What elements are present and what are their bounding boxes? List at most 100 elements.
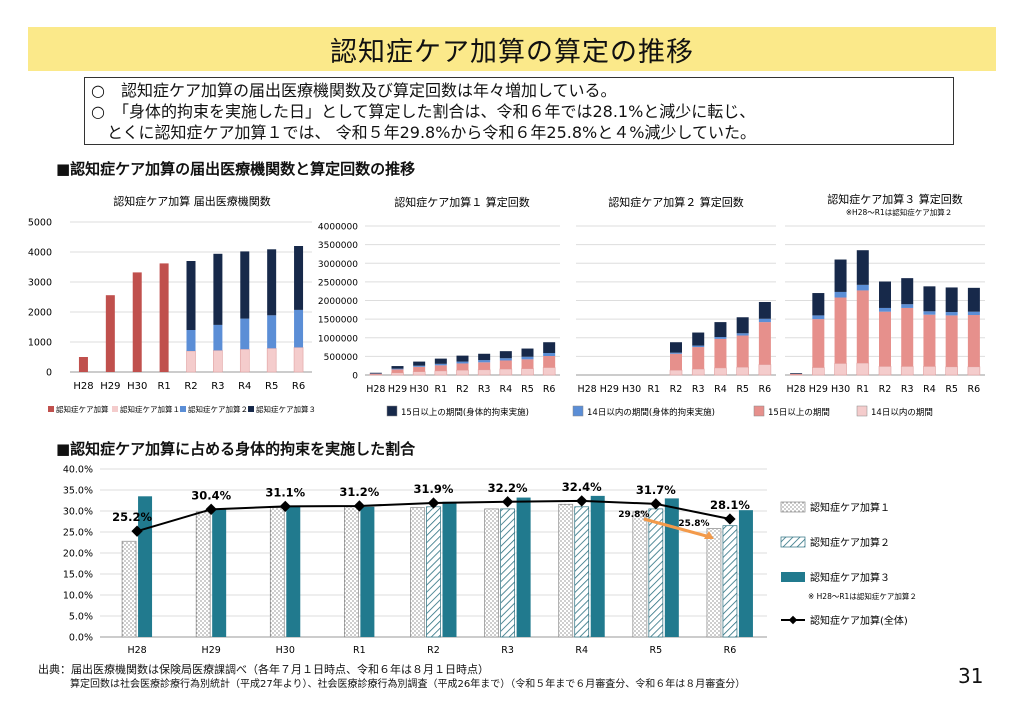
data-label: 25.2% <box>112 510 152 524</box>
bar <box>121 540 137 638</box>
data-label: 31.2% <box>339 485 379 499</box>
x-tick-label: R5 <box>521 384 534 395</box>
bar-segment <box>294 309 304 348</box>
bar-segment <box>692 347 705 370</box>
section-title-counts: ■認知症ケア加算の届出医療機関数と算定回数の推移 <box>56 160 416 178</box>
panel-title: 認知症ケア加算１ 算定回数 <box>394 195 530 209</box>
bar-segment <box>456 361 469 364</box>
bar-segment <box>878 366 892 376</box>
bar-segment <box>369 373 382 375</box>
bar-segment <box>670 352 682 354</box>
bar <box>212 508 227 637</box>
bar-segment <box>736 317 749 334</box>
bar-segment <box>267 315 277 349</box>
page-title: 認知症ケア加算の算定の推移 <box>28 27 996 71</box>
bar-segment <box>758 318 771 323</box>
bar-segment <box>900 366 914 376</box>
legend-label: 認知症ケア加算３ <box>810 571 890 584</box>
bar-segment <box>758 364 772 376</box>
bar <box>664 498 679 637</box>
x-tick-label: R4 <box>238 381 251 392</box>
legend-label: 14日以内の期間 <box>871 407 933 418</box>
data-label: 32.4% <box>562 480 602 494</box>
x-tick-label: R6 <box>968 384 981 395</box>
bar-segment <box>478 353 491 361</box>
bar-segment <box>736 335 749 368</box>
legend-label: 認知症ケア加算(全体) <box>810 614 908 627</box>
line-marker <box>279 500 291 513</box>
bar-segment <box>499 358 512 361</box>
bar-segment <box>499 351 512 359</box>
legend-label: 認知症ケア加算２ <box>188 404 248 414</box>
bar-segment <box>477 369 491 376</box>
x-tick-label: H29 <box>388 384 407 395</box>
bar-segment <box>812 319 825 368</box>
bar-segment <box>945 366 958 376</box>
legend-note: ※ H28～R1は認知症ケア加算２ <box>808 591 917 601</box>
bar-segment <box>521 359 534 369</box>
bar-segment <box>391 369 404 373</box>
annotation-label: 25.8% <box>678 519 709 529</box>
bar-segment <box>521 348 534 357</box>
panel-title: 認知症ケア加算２ 算定回数 <box>608 195 744 209</box>
x-tick-label: R4 <box>575 645 588 656</box>
bar-segment <box>543 342 556 354</box>
y-tick-label: 3500000 <box>318 241 358 251</box>
x-tick-label: H29 <box>809 384 828 395</box>
legend-label: 14日以内の期間(身体的拘束実施) <box>587 407 715 418</box>
legend-swatch <box>780 501 806 513</box>
y-tick-label: 1500000 <box>318 316 358 326</box>
line-marker <box>131 525 143 537</box>
x-tick-label: R5 <box>945 384 958 395</box>
line-marker <box>427 497 440 509</box>
bar-segment <box>669 369 683 376</box>
bar-segment <box>213 324 223 351</box>
bar-segment <box>670 353 682 371</box>
bar-segment <box>812 293 825 316</box>
legend-swatch <box>572 405 584 417</box>
trend-arrow-head <box>703 531 714 539</box>
bar-segment <box>758 322 771 365</box>
y-tick-label: 15.0% <box>63 570 93 581</box>
bar-segment <box>691 368 705 376</box>
x-tick-label: H30 <box>276 645 295 656</box>
bar-segment <box>105 295 115 372</box>
bar-segment <box>967 315 980 367</box>
x-tick-label: H28 <box>577 384 596 395</box>
bar-segment <box>499 360 512 370</box>
y-tick-label: 5.0% <box>69 612 93 623</box>
legend-label: 15日以上の期間 <box>768 408 830 418</box>
bar-segment <box>812 315 825 320</box>
legend-swatch <box>753 405 765 417</box>
bar-segment <box>413 366 426 372</box>
bar-segment <box>714 337 727 339</box>
bar-segment <box>945 312 958 316</box>
data-label: 28.1% <box>710 498 750 512</box>
x-tick-label: R1 <box>856 384 869 395</box>
bar <box>484 508 499 638</box>
bar <box>558 503 574 638</box>
y-tick-label: 1000000 <box>318 334 358 344</box>
x-tick-label: H30 <box>622 384 641 395</box>
legend-swatch <box>48 406 54 412</box>
bar-segment <box>670 342 682 353</box>
bar <box>269 507 285 638</box>
legend-label: 認知症ケア加算１ <box>810 501 890 514</box>
x-tick-label: R3 <box>211 381 224 392</box>
bar-segment <box>543 356 556 368</box>
summary-line-2: ○ 「身体的拘束を実施した日」として算定した割合は、令和６年では28.1%と減少… <box>91 102 756 121</box>
section-title-restraint: ■認知症ケア加算に占める身体的拘束を実施した割合 <box>56 440 416 458</box>
x-tick-label: R5 <box>650 645 663 656</box>
bar-segment <box>901 307 914 367</box>
panel-subtitle: ※H28～R1は認知症ケア加算２ <box>846 207 952 217</box>
y-tick-label: 20.0% <box>63 549 93 560</box>
x-tick-label: R1 <box>353 645 366 656</box>
line-marker <box>205 503 217 515</box>
x-tick-label: R2 <box>456 384 469 395</box>
legend-swatch <box>112 406 118 412</box>
bar <box>574 506 590 638</box>
bar-segment <box>714 338 727 368</box>
bar-segment <box>923 311 936 315</box>
bar <box>648 508 664 638</box>
